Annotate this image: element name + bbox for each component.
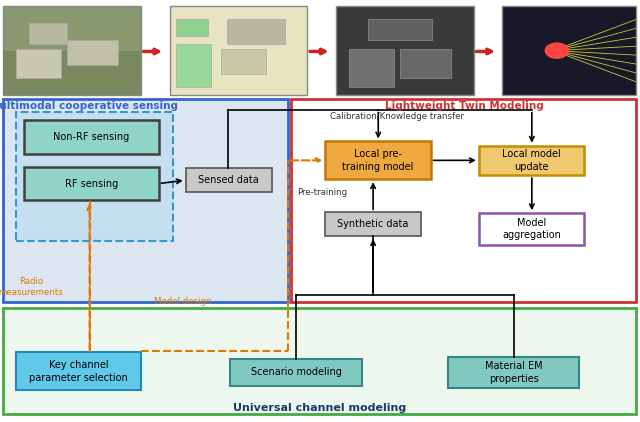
FancyBboxPatch shape (400, 49, 451, 78)
FancyBboxPatch shape (291, 99, 636, 302)
FancyBboxPatch shape (448, 357, 579, 388)
FancyBboxPatch shape (186, 168, 272, 192)
Text: Material EM
properties: Material EM properties (484, 361, 543, 384)
FancyBboxPatch shape (221, 49, 266, 74)
Text: Key channel
parameter selection: Key channel parameter selection (29, 360, 128, 383)
FancyBboxPatch shape (325, 141, 431, 179)
Text: Synthetic data: Synthetic data (337, 219, 409, 229)
Text: Calibration/Knowledge transfer: Calibration/Knowledge transfer (330, 112, 464, 121)
Text: Lightweight Twin Modeling: Lightweight Twin Modeling (385, 101, 543, 111)
FancyBboxPatch shape (67, 40, 118, 65)
Text: Model design: Model design (154, 297, 211, 306)
FancyBboxPatch shape (230, 359, 362, 386)
FancyBboxPatch shape (24, 120, 159, 154)
FancyBboxPatch shape (227, 19, 285, 44)
Text: Model
aggregation: Model aggregation (502, 218, 561, 240)
Text: Local pre-
training model: Local pre- training model (342, 149, 413, 172)
FancyBboxPatch shape (176, 44, 211, 87)
FancyBboxPatch shape (368, 19, 432, 40)
FancyBboxPatch shape (176, 19, 208, 36)
FancyBboxPatch shape (3, 6, 141, 95)
FancyBboxPatch shape (24, 167, 159, 200)
Text: Sensed data: Sensed data (198, 175, 259, 185)
Text: Multimodal cooperative sensing: Multimodal cooperative sensing (0, 101, 178, 111)
FancyBboxPatch shape (349, 49, 394, 87)
FancyBboxPatch shape (325, 212, 421, 236)
FancyBboxPatch shape (3, 51, 141, 95)
Text: Radio
measurements: Radio measurements (0, 277, 63, 297)
FancyBboxPatch shape (336, 6, 474, 95)
Text: Pre-training: Pre-training (297, 187, 347, 197)
Text: RF sensing: RF sensing (65, 179, 118, 189)
FancyBboxPatch shape (16, 352, 141, 390)
FancyBboxPatch shape (479, 213, 584, 245)
FancyBboxPatch shape (29, 23, 67, 44)
FancyBboxPatch shape (170, 6, 307, 95)
FancyBboxPatch shape (502, 6, 636, 95)
FancyBboxPatch shape (3, 308, 636, 414)
Text: Local model
update: Local model update (502, 149, 561, 172)
FancyBboxPatch shape (16, 112, 173, 241)
FancyBboxPatch shape (3, 99, 288, 302)
Text: Scenario modeling: Scenario modeling (251, 368, 341, 377)
FancyBboxPatch shape (479, 146, 584, 175)
Text: Non-RF sensing: Non-RF sensing (53, 132, 130, 142)
Text: Universal channel modeling: Universal channel modeling (234, 403, 406, 414)
FancyBboxPatch shape (16, 49, 61, 78)
Circle shape (545, 43, 568, 58)
